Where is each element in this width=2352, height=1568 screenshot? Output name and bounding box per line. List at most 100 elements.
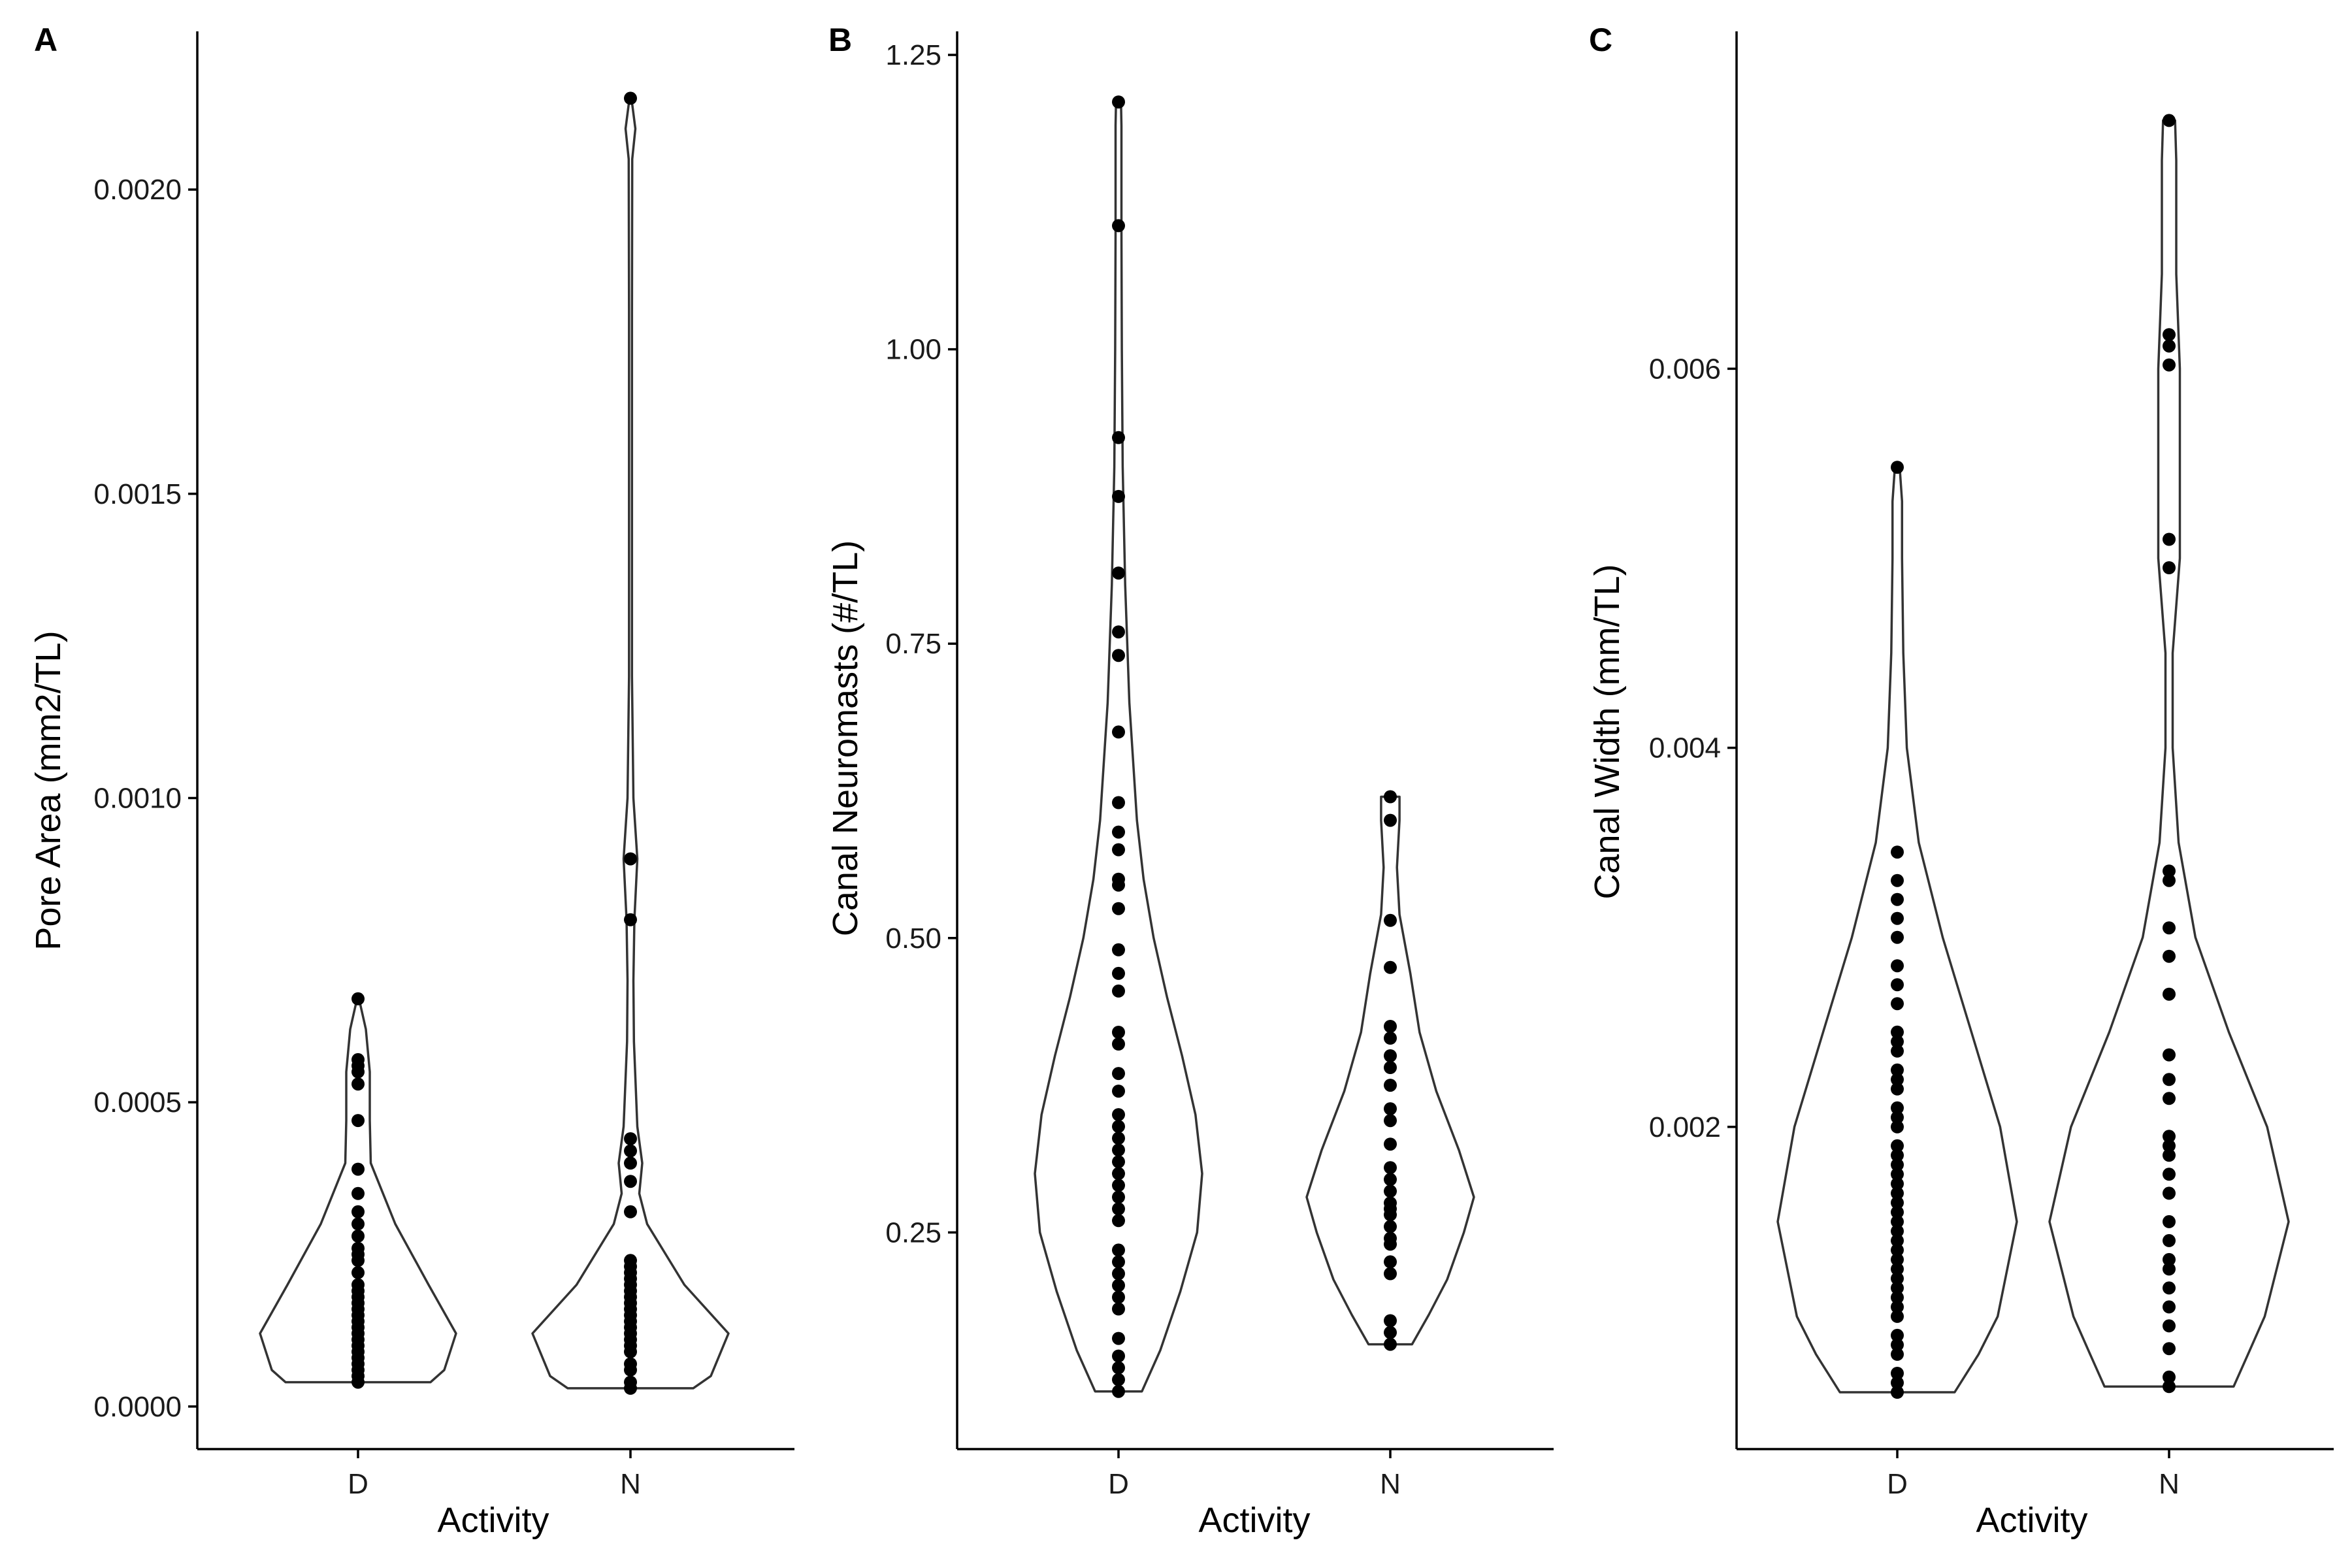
point-c-D-26 [1891,1111,1904,1124]
point-c-N-9 [2163,1215,2176,1228]
point-b-D-33 [1112,796,1125,809]
point-c-D-6 [1891,1309,1904,1323]
y-axis-title-a: Pore Area (mm2/TL) [29,630,68,950]
point-a-D-17 [351,1266,365,1279]
point-c-N-25 [2163,358,2176,372]
point-a-D-22 [351,1217,365,1231]
point-c-N-22 [2163,864,2176,878]
point-c-D-12 [1891,1252,1904,1266]
point-c-D-10 [1891,1271,1904,1285]
point-b-N-13 [1384,1161,1397,1175]
point-b-D-40 [1112,219,1125,233]
y-tick-label-a-1: 0.0005 [93,1086,182,1119]
point-c-D-5 [1891,1328,1904,1342]
point-b-D-6 [1112,1290,1125,1304]
y-tick-label-b-4: 1.25 [885,39,941,71]
y-tick-label-c-0: 0.002 [1649,1111,1721,1143]
points-a [351,91,637,1395]
point-b-N-19 [1384,1049,1397,1062]
point-c-D-37 [1891,930,1904,944]
point-a-N-22 [624,1156,637,1170]
point-c-D-9 [1891,1281,1904,1295]
point-a-N-19 [624,1254,637,1267]
point-b-N-24 [1384,813,1397,827]
point-c-D-23 [1891,1149,1904,1162]
point-a-D-20 [351,1241,365,1255]
point-c-D-41 [1891,845,1904,859]
point-b-N-14 [1384,1137,1397,1151]
point-c-D-34 [1891,997,1904,1011]
axes-c: 0.002 0.004 0.006 D N [1649,31,2334,1500]
x-tick-label-a-D: D [348,1468,368,1500]
point-b-D-22 [1112,1067,1125,1081]
point-c-N-18 [2163,987,2176,1001]
point-c-N-26 [2163,339,2176,353]
point-c-D-35 [1891,978,1904,992]
x-tick-label-c-N: N [2159,1468,2180,1500]
point-b-D-0 [1112,1384,1125,1398]
point-b-D-9 [1112,1255,1125,1269]
point-c-N-1 [2163,1370,2176,1384]
point-c-N-15 [2163,1092,2176,1105]
panel-tag-a: A [34,22,57,58]
point-b-D-25 [1112,984,1125,998]
point-b-D-5 [1112,1302,1125,1316]
point-b-N-6 [1384,1232,1397,1245]
point-c-D-30 [1891,1063,1904,1077]
point-c-D-2 [1891,1367,1904,1380]
point-b-D-16 [1112,1155,1125,1169]
point-b-D-26 [1112,966,1125,980]
point-a-N-26 [624,852,637,866]
point-b-N-3 [1384,1267,1397,1281]
point-c-N-2 [2163,1342,2176,1356]
point-b-N-18 [1384,1061,1397,1074]
point-a-D-25 [351,1162,365,1176]
point-c-N-13 [2163,1139,2176,1152]
point-b-N-16 [1384,1102,1397,1116]
point-a-N-21 [624,1175,637,1188]
point-c-N-16 [2163,1073,2176,1086]
point-b-D-31 [1112,843,1125,857]
point-c-D-7 [1891,1300,1904,1314]
point-a-N-1 [624,1375,637,1389]
y-axis-title-c: Canal Width (mm/TL) [1588,564,1627,899]
axes-b: 0.25 0.50 0.75 1.00 1.25 D N [885,31,1554,1500]
point-c-D-19 [1891,1186,1904,1200]
point-c-D-33 [1891,1025,1904,1039]
point-b-D-13 [1112,1190,1125,1204]
point-c-D-40 [1891,874,1904,887]
point-c-D-28 [1891,1082,1904,1096]
point-c-D-31 [1891,1044,1904,1058]
point-c-N-5 [2163,1281,2176,1295]
point-b-D-24 [1112,1026,1125,1039]
point-c-D-0 [1891,1386,1904,1399]
y-tick-label-a-4: 0.0020 [93,174,182,206]
point-c-D-18 [1891,1196,1904,1209]
point-c-N-8 [2163,1233,2176,1247]
x-axis-title-c: Activity [1976,1501,2087,1540]
point-c-N-10 [2163,1186,2176,1200]
point-a-D-31 [351,992,365,1005]
point-b-N-20 [1384,1032,1397,1045]
point-c-N-0 [2163,1380,2176,1394]
x-tick-label-c-D: D [1887,1468,1908,1500]
point-b-N-21 [1384,1020,1397,1033]
y-tick-label-c-1: 0.004 [1649,732,1721,764]
point-b-D-2 [1112,1361,1125,1375]
point-b-D-19 [1112,1120,1125,1134]
point-b-D-30 [1112,872,1125,886]
point-c-D-39 [1891,892,1904,906]
point-b-D-14 [1112,1179,1125,1192]
point-c-D-13 [1891,1243,1904,1257]
point-b-N-25 [1384,790,1397,804]
point-b-N-1 [1384,1326,1397,1339]
point-b-D-10 [1112,1243,1125,1257]
x-axis-title-a: Activity [437,1501,549,1540]
point-b-D-4 [1112,1331,1125,1345]
point-c-D-1 [1891,1376,1904,1390]
y-tick-label-b-0: 0.25 [885,1217,941,1249]
point-c-N-19 [2163,949,2176,963]
point-b-D-7 [1112,1279,1125,1292]
panel-tag-b: B [828,22,852,58]
